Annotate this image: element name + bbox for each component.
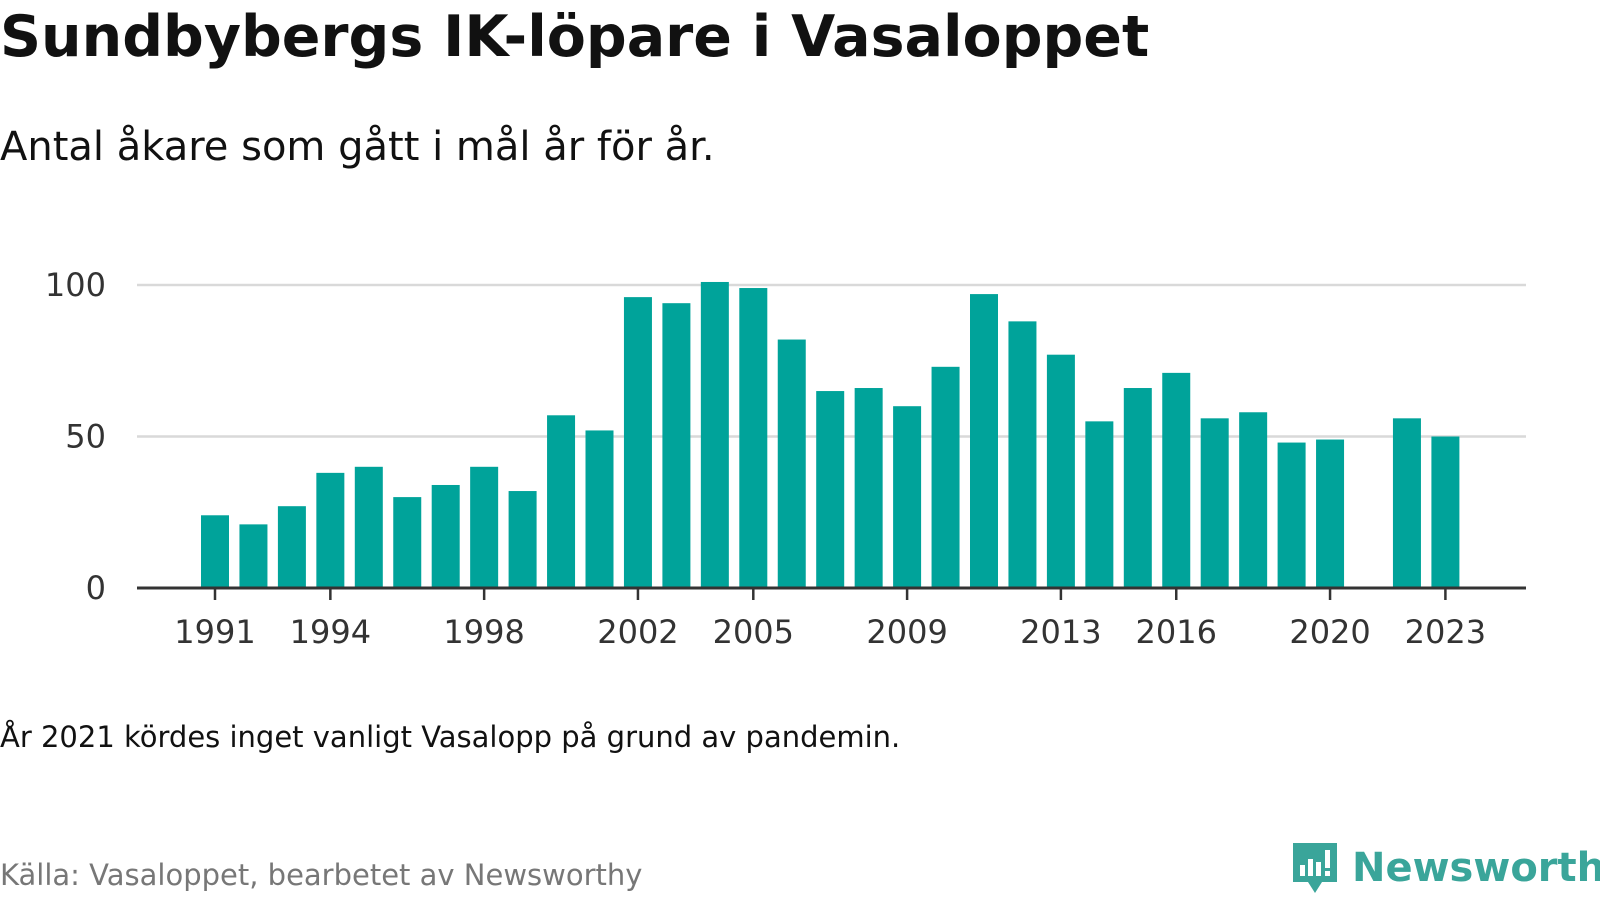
- x-tick-label: 1998: [443, 613, 524, 651]
- x-tick-label: 2009: [866, 613, 947, 651]
- y-tick-label: 50: [65, 418, 106, 456]
- bar-2002: [623, 297, 652, 588]
- bar-2006: [777, 339, 806, 588]
- bar-2009: [893, 406, 922, 588]
- bar-1998: [470, 466, 499, 588]
- bar-2000: [547, 415, 576, 588]
- bar-2003: [662, 303, 691, 588]
- x-tick-label: 2020: [1289, 613, 1370, 651]
- bar-2011: [970, 294, 998, 588]
- bar-2010: [931, 366, 960, 588]
- bar-2001: [585, 430, 614, 588]
- footnote: År 2021 kördes inget vanligt Vasalopp på…: [0, 720, 901, 754]
- bar-2014: [1085, 421, 1114, 588]
- y-tick-label: 0: [86, 569, 106, 607]
- logo-text: Newsworthy: [1352, 845, 1600, 891]
- x-tick-label: 1994: [290, 613, 371, 651]
- bar-2022: [1392, 418, 1421, 588]
- bar-2013: [1046, 354, 1075, 588]
- bar-1991: [201, 515, 229, 588]
- bar-chart: 0 50 100 1991 1994 1998 2002 2005 2009 2013 2016 20…: [45, 266, 1526, 651]
- bar-2019: [1277, 442, 1306, 588]
- newsworthy-logo[interactable]: Newsworthy: [1290, 840, 1600, 896]
- x-tick-label: 2023: [1405, 613, 1486, 651]
- bar-1994: [316, 472, 345, 588]
- bars: [201, 281, 1460, 588]
- bar-2015: [1123, 388, 1152, 588]
- source-text: Källa: Vasaloppet, bearbetet av Newswort…: [0, 858, 643, 892]
- bar-1999: [508, 491, 537, 588]
- bar-2012: [1008, 321, 1037, 588]
- x-tick-label: 2016: [1136, 613, 1217, 651]
- chart-subtitle: Antal åkare som gått i mål år för år.: [0, 124, 715, 170]
- x-tick-label: 1991: [174, 613, 255, 651]
- newsworthy-logo-icon: [1293, 843, 1337, 893]
- bar-2007: [816, 391, 845, 588]
- y-tick-label: 100: [45, 266, 106, 304]
- bar-2016: [1162, 372, 1191, 588]
- bar-1996: [393, 497, 422, 588]
- bar-1993: [277, 506, 306, 588]
- bar-2017: [1200, 418, 1229, 588]
- bar-2005: [739, 288, 768, 588]
- bar-2020: [1316, 439, 1345, 588]
- bar-1997: [431, 484, 460, 588]
- axes: 0 50 100 1991 1994 1998 2002 2005 2009 2013 2016 20…: [45, 266, 1526, 651]
- x-tick-label: 2002: [597, 613, 678, 651]
- x-tick-label: 2005: [713, 613, 794, 651]
- bar-1992: [239, 524, 268, 588]
- chart-title: Sundbybergs IK-löpare i Vasaloppet: [0, 4, 1150, 70]
- bar-2018: [1239, 412, 1268, 588]
- bar-2004: [700, 281, 729, 588]
- bar-2023: [1431, 436, 1460, 588]
- bar-2008: [854, 388, 883, 588]
- bar-1995: [354, 466, 383, 588]
- x-tick-label: 2013: [1020, 613, 1101, 651]
